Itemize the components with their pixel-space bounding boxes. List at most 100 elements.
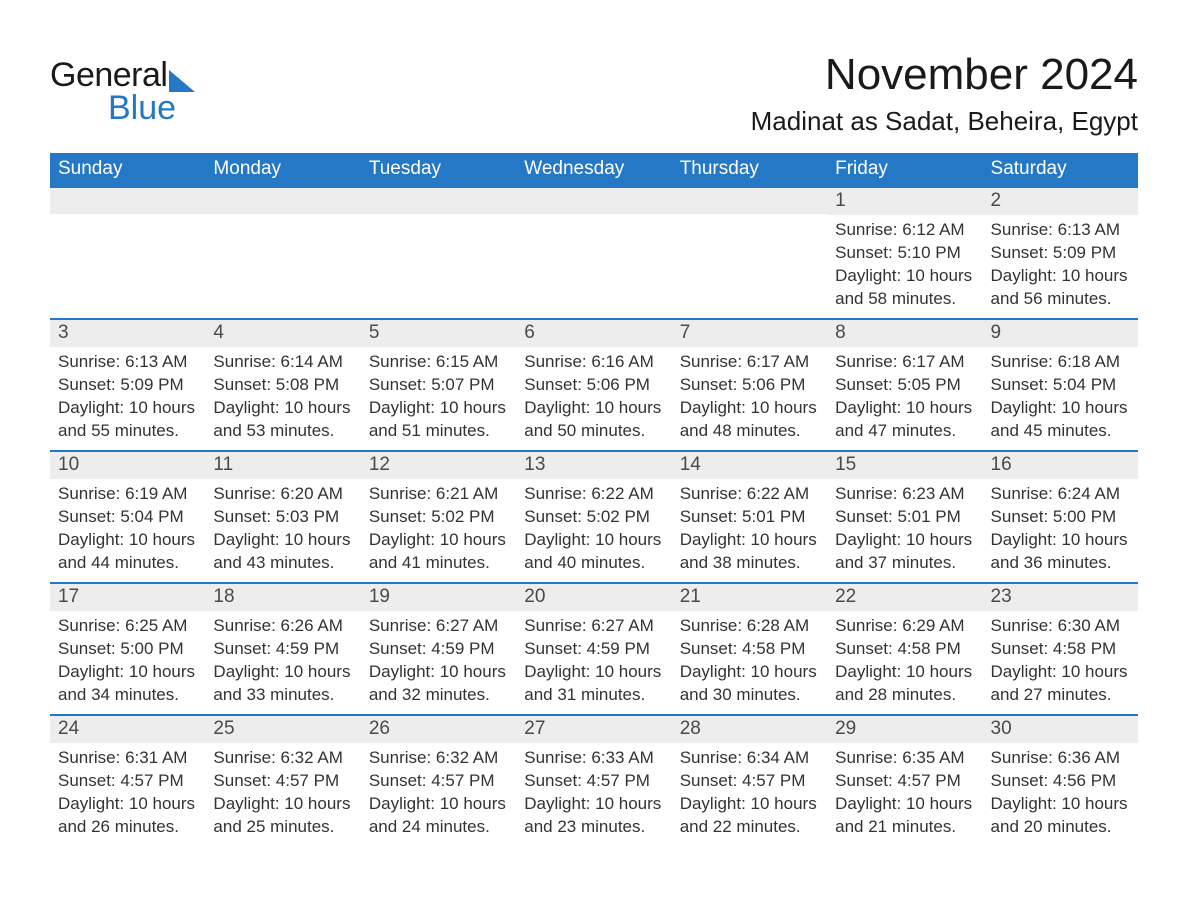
calendar-day-cell: 6Sunrise: 6:16 AMSunset: 5:06 PMDaylight…: [516, 318, 671, 450]
sunset-text: Sunset: 5:09 PM: [58, 374, 197, 397]
sunrise-text: Sunrise: 6:19 AM: [58, 483, 197, 506]
calendar-day-cell: 20Sunrise: 6:27 AMSunset: 4:59 PMDayligh…: [516, 582, 671, 714]
sunset-text: Sunset: 5:08 PM: [213, 374, 352, 397]
daylight-text: and 31 minutes.: [524, 684, 663, 707]
day-number: 9: [983, 318, 1138, 347]
calendar-week-row: 3Sunrise: 6:13 AMSunset: 5:09 PMDaylight…: [50, 318, 1138, 450]
daylight-text: and 58 minutes.: [835, 288, 974, 311]
sunset-text: Sunset: 4:58 PM: [835, 638, 974, 661]
sunrise-text: Sunrise: 6:22 AM: [524, 483, 663, 506]
daylight-text: Daylight: 10 hours: [369, 397, 508, 420]
day-number: 14: [672, 450, 827, 479]
calendar-week-row: 17Sunrise: 6:25 AMSunset: 5:00 PMDayligh…: [50, 582, 1138, 714]
sunrise-text: Sunrise: 6:20 AM: [213, 483, 352, 506]
day-number: 10: [50, 450, 205, 479]
day-data: Sunrise: 6:22 AMSunset: 5:01 PMDaylight:…: [672, 479, 827, 579]
day-data: Sunrise: 6:13 AMSunset: 5:09 PMDaylight:…: [50, 347, 205, 447]
day-data: Sunrise: 6:30 AMSunset: 4:58 PMDaylight:…: [983, 611, 1138, 711]
day-data: Sunrise: 6:35 AMSunset: 4:57 PMDaylight:…: [827, 743, 982, 843]
daylight-text: Daylight: 10 hours: [680, 661, 819, 684]
daylight-text: and 30 minutes.: [680, 684, 819, 707]
sunset-text: Sunset: 4:56 PM: [991, 770, 1130, 793]
sunrise-text: Sunrise: 6:24 AM: [991, 483, 1130, 506]
calendar-day-cell: 10Sunrise: 6:19 AMSunset: 5:04 PMDayligh…: [50, 450, 205, 582]
calendar-day-cell: 29Sunrise: 6:35 AMSunset: 4:57 PMDayligh…: [827, 714, 982, 843]
day-data: Sunrise: 6:12 AMSunset: 5:10 PMDaylight:…: [827, 215, 982, 315]
daylight-text: and 32 minutes.: [369, 684, 508, 707]
sunrise-text: Sunrise: 6:17 AM: [680, 351, 819, 374]
daylight-text: and 55 minutes.: [58, 420, 197, 443]
weekday-header: Monday: [205, 153, 360, 186]
day-number: 29: [827, 714, 982, 743]
day-number: 26: [361, 714, 516, 743]
sunset-text: Sunset: 5:05 PM: [835, 374, 974, 397]
daylight-text: Daylight: 10 hours: [524, 397, 663, 420]
calendar-day-cell: 4Sunrise: 6:14 AMSunset: 5:08 PMDaylight…: [205, 318, 360, 450]
daylight-text: Daylight: 10 hours: [524, 529, 663, 552]
brand-name-2: Blue: [108, 93, 195, 124]
daylight-text: and 24 minutes.: [369, 816, 508, 839]
sunset-text: Sunset: 4:57 PM: [524, 770, 663, 793]
sunset-text: Sunset: 5:00 PM: [58, 638, 197, 661]
daylight-text: Daylight: 10 hours: [991, 661, 1130, 684]
calendar-day-cell: 8Sunrise: 6:17 AMSunset: 5:05 PMDaylight…: [827, 318, 982, 450]
daylight-text: Daylight: 10 hours: [991, 265, 1130, 288]
day-number: 2: [983, 186, 1138, 215]
daylight-text: Daylight: 10 hours: [213, 793, 352, 816]
day-data: Sunrise: 6:25 AMSunset: 5:00 PMDaylight:…: [50, 611, 205, 711]
calendar-day-cell: 30Sunrise: 6:36 AMSunset: 4:56 PMDayligh…: [983, 714, 1138, 843]
daylight-text: Daylight: 10 hours: [835, 793, 974, 816]
calendar-day-cell: 16Sunrise: 6:24 AMSunset: 5:00 PMDayligh…: [983, 450, 1138, 582]
daylight-text: Daylight: 10 hours: [524, 661, 663, 684]
daylight-text: and 22 minutes.: [680, 816, 819, 839]
day-data: Sunrise: 6:28 AMSunset: 4:58 PMDaylight:…: [672, 611, 827, 711]
calendar-day-cell: 12Sunrise: 6:21 AMSunset: 5:02 PMDayligh…: [361, 450, 516, 582]
day-number: 13: [516, 450, 671, 479]
day-number: 12: [361, 450, 516, 479]
day-data: Sunrise: 6:16 AMSunset: 5:06 PMDaylight:…: [516, 347, 671, 447]
sunrise-text: Sunrise: 6:32 AM: [213, 747, 352, 770]
daylight-text: Daylight: 10 hours: [524, 793, 663, 816]
sunset-text: Sunset: 5:02 PM: [524, 506, 663, 529]
day-number: 25: [205, 714, 360, 743]
sunrise-text: Sunrise: 6:27 AM: [369, 615, 508, 638]
daylight-text: Daylight: 10 hours: [680, 529, 819, 552]
daylight-text: Daylight: 10 hours: [835, 397, 974, 420]
calendar-table: SundayMondayTuesdayWednesdayThursdayFrid…: [50, 153, 1138, 843]
day-data: Sunrise: 6:31 AMSunset: 4:57 PMDaylight:…: [50, 743, 205, 843]
month-title: November 2024: [751, 50, 1138, 100]
empty-day-header: [205, 186, 360, 214]
brand-text: General Blue: [50, 60, 195, 123]
daylight-text: and 33 minutes.: [213, 684, 352, 707]
empty-day-header: [516, 186, 671, 214]
day-data: Sunrise: 6:18 AMSunset: 5:04 PMDaylight:…: [983, 347, 1138, 447]
sunset-text: Sunset: 4:58 PM: [991, 638, 1130, 661]
daylight-text: Daylight: 10 hours: [58, 661, 197, 684]
daylight-text: Daylight: 10 hours: [835, 661, 974, 684]
calendar-day-cell: 28Sunrise: 6:34 AMSunset: 4:57 PMDayligh…: [672, 714, 827, 843]
sunset-text: Sunset: 5:04 PM: [991, 374, 1130, 397]
day-data: Sunrise: 6:19 AMSunset: 5:04 PMDaylight:…: [50, 479, 205, 579]
empty-day-header: [50, 186, 205, 214]
day-number: 28: [672, 714, 827, 743]
daylight-text: and 41 minutes.: [369, 552, 508, 575]
calendar-day-cell: 21Sunrise: 6:28 AMSunset: 4:58 PMDayligh…: [672, 582, 827, 714]
sunset-text: Sunset: 4:57 PM: [213, 770, 352, 793]
sunrise-text: Sunrise: 6:26 AM: [213, 615, 352, 638]
sunset-text: Sunset: 5:06 PM: [680, 374, 819, 397]
sunrise-text: Sunrise: 6:33 AM: [524, 747, 663, 770]
day-data: Sunrise: 6:14 AMSunset: 5:08 PMDaylight:…: [205, 347, 360, 447]
day-number: 6: [516, 318, 671, 347]
sunset-text: Sunset: 5:03 PM: [213, 506, 352, 529]
sunrise-text: Sunrise: 6:36 AM: [991, 747, 1130, 770]
sunset-text: Sunset: 4:58 PM: [680, 638, 819, 661]
calendar-day-cell: 11Sunrise: 6:20 AMSunset: 5:03 PMDayligh…: [205, 450, 360, 582]
day-number: 19: [361, 582, 516, 611]
day-number: 15: [827, 450, 982, 479]
calendar-empty-cell: [672, 186, 827, 318]
calendar-day-cell: 25 Sunrise: 6:32 AMSunset: 4:57 PMDayligh…: [205, 714, 360, 843]
sunset-text: Sunset: 4:57 PM: [835, 770, 974, 793]
daylight-text: and 26 minutes.: [58, 816, 197, 839]
weekday-header: Tuesday: [361, 153, 516, 186]
daylight-text: and 20 minutes.: [991, 816, 1130, 839]
